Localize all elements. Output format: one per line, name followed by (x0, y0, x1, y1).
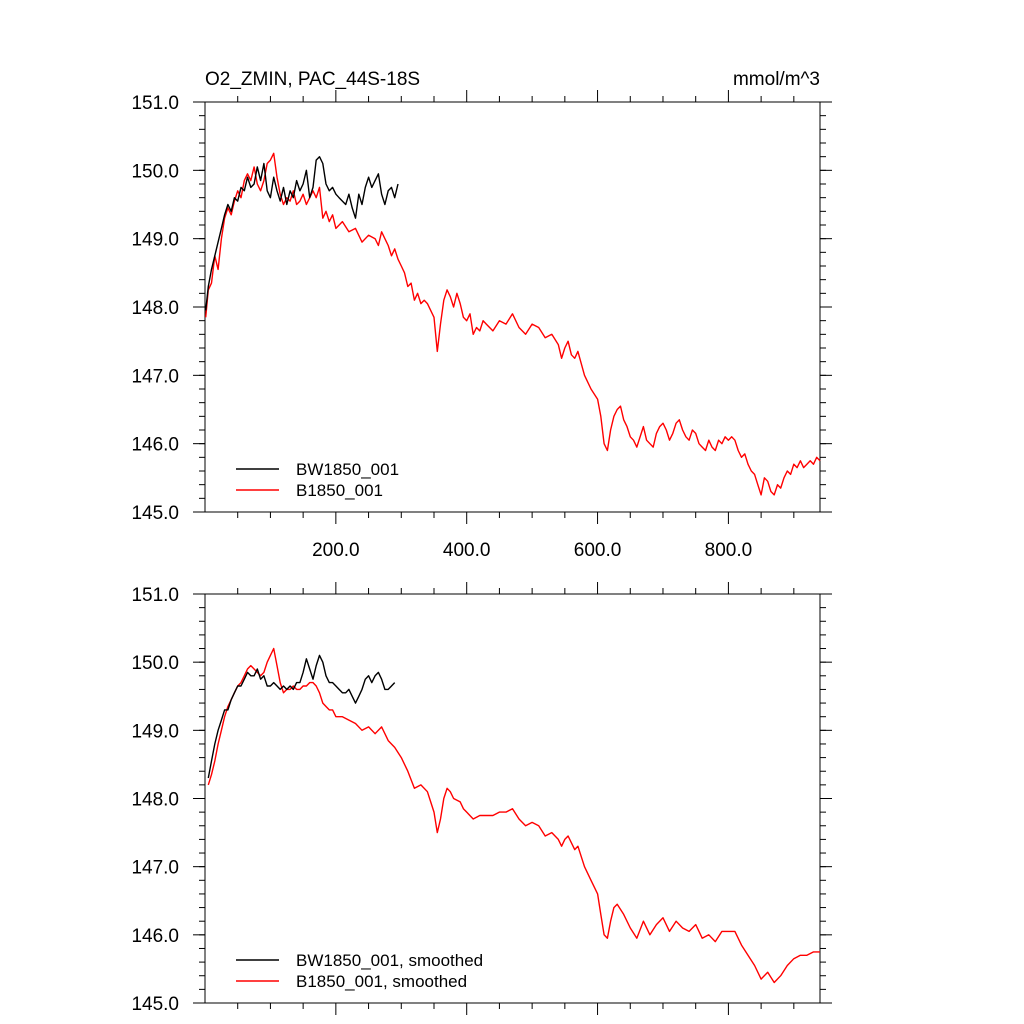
x-tick-label: 600.0 (574, 540, 622, 561)
plot-frame (204, 101, 821, 513)
plot-frame (204, 593, 821, 1004)
y-tick-label: 147.0 (131, 858, 179, 879)
x-tick-label: 200.0 (312, 540, 360, 561)
x-tick-label: 400.0 (443, 540, 491, 561)
y-tick-label: 146.0 (131, 435, 179, 456)
legend-label: BW1850_001, smoothed (296, 951, 483, 970)
series-line-bw1850-001 (205, 156, 399, 311)
series-line-b1850-001-smoothed (207, 647, 820, 984)
legend-label: B1850_001, smoothed (296, 972, 467, 991)
top-panel: 145.0 146.0 147.0 148.0 149.0 150.0 151.0 200.0… (131, 90, 832, 561)
y-tick-label: 146.0 (131, 926, 179, 947)
x-tick-label: 800.0 (705, 540, 753, 561)
y-tick-label: 151.0 (131, 585, 179, 606)
y-tick-label: 149.0 (131, 230, 179, 251)
y-tick-label: 145.0 (131, 994, 179, 1015)
legend-label: B1850_001 (296, 481, 383, 500)
series-line-b1850-001 (205, 152, 821, 496)
y-tick-label: 145.0 (131, 503, 179, 524)
plot-title: O2_ZMIN, PAC_44S-18S (205, 69, 420, 90)
y-tick-label: 151.0 (131, 93, 179, 114)
y-tick-label: 149.0 (131, 721, 179, 742)
legend-label: BW1850_001 (296, 460, 399, 479)
y-tick-label: 148.0 (131, 298, 179, 319)
y-tick-label: 150.0 (131, 653, 179, 674)
y-tick-label: 150.0 (131, 161, 179, 182)
units-label: mmol/m^3 (733, 69, 820, 90)
bottom-panel: 145.0 146.0 147.0 148.0 149.0 150.0 151.0 BW185… (131, 582, 832, 1015)
y-tick-label: 148.0 (131, 790, 179, 811)
series-line-bw1850-001-smoothed (207, 654, 396, 779)
y-tick-label: 147.0 (131, 366, 179, 387)
